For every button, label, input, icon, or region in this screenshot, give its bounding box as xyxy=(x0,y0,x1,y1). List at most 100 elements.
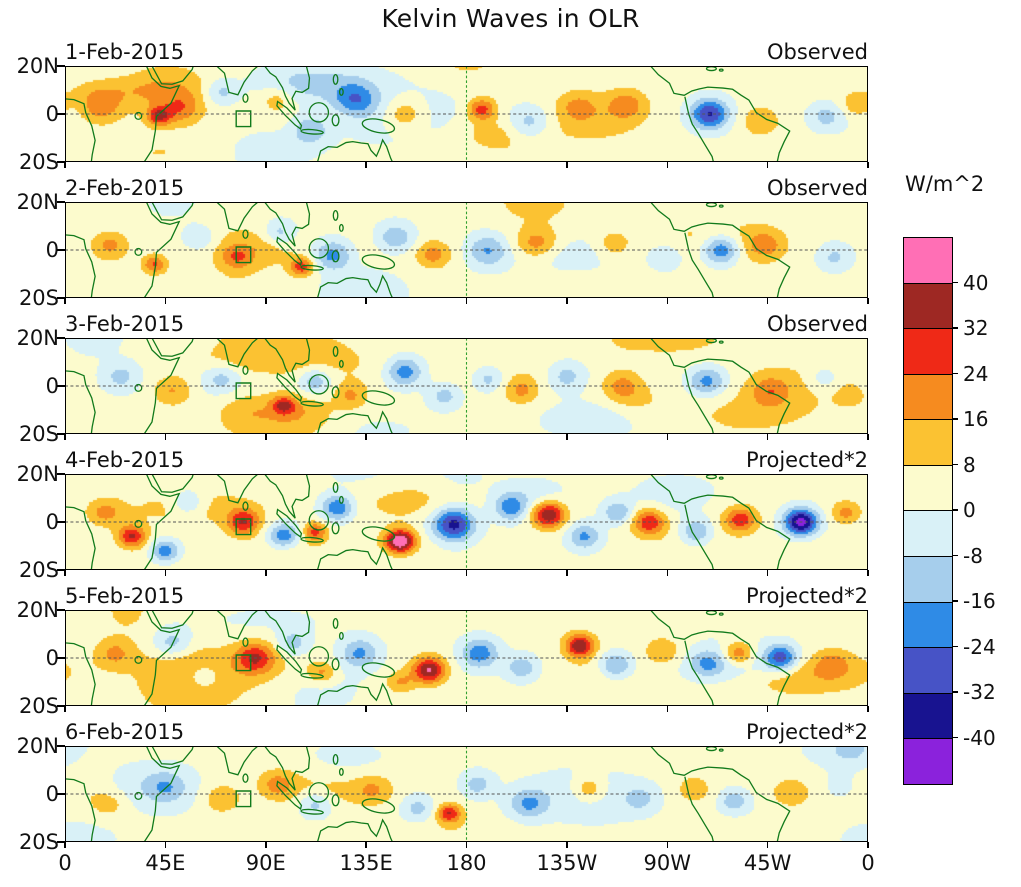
colorbar-tick xyxy=(952,736,958,739)
x-axis-tick xyxy=(64,706,66,712)
island-outline xyxy=(309,783,328,802)
region-marker-box xyxy=(236,383,250,399)
island-outline xyxy=(135,249,142,256)
x-axis-tick xyxy=(766,706,769,712)
panel-date-label: 5-Feb-2015 xyxy=(65,584,185,608)
x-axis-tick xyxy=(265,842,267,848)
x-axis-tick-label: 0 xyxy=(861,851,875,875)
x-axis-tick xyxy=(164,706,167,712)
coastline-path xyxy=(144,610,179,706)
colorbar-cell xyxy=(904,373,952,420)
island-outline xyxy=(135,793,142,800)
x-axis-tick xyxy=(365,842,367,848)
colorbar-cell xyxy=(904,328,952,374)
island-outline xyxy=(309,375,328,394)
coastline-path xyxy=(685,641,714,706)
island-outline xyxy=(301,809,324,815)
x-axis-tick xyxy=(867,434,869,440)
y-axis-tick-label: 20S xyxy=(18,150,59,174)
x-axis-tick xyxy=(867,298,869,304)
island-outline xyxy=(243,94,248,102)
y-axis-tick xyxy=(57,113,65,115)
x-axis-tick xyxy=(666,570,668,576)
island-outline xyxy=(361,661,395,680)
island-outline xyxy=(309,647,328,666)
x-axis-tick-label: 180 xyxy=(446,851,487,875)
x-axis-tick-label: 0 xyxy=(58,851,72,875)
x-axis-tick xyxy=(566,162,568,168)
x-axis-tick xyxy=(465,298,468,304)
x-axis-tick xyxy=(867,570,869,576)
map-panel xyxy=(65,338,868,434)
y-axis-tick xyxy=(57,657,65,659)
x-axis-tick xyxy=(666,434,668,440)
island-outline xyxy=(135,113,142,120)
island-outline xyxy=(309,239,328,258)
coastline-path xyxy=(217,746,258,775)
coastline-path xyxy=(651,610,790,706)
x-axis-tick xyxy=(265,298,267,304)
coastline-path xyxy=(265,610,310,654)
coastline-path xyxy=(65,643,95,706)
island-outline xyxy=(332,659,339,670)
island-outline xyxy=(332,795,339,806)
x-axis-tick-label: 135E xyxy=(339,851,393,875)
island-outline xyxy=(719,613,723,615)
coastline-path xyxy=(685,505,714,570)
coastline-path xyxy=(651,474,790,570)
colorbar-tick xyxy=(952,327,958,329)
y-axis-tick-label: 20S xyxy=(18,694,59,718)
island-outline xyxy=(340,633,344,640)
panel-date-label: 3-Feb-2015 xyxy=(65,312,185,336)
colorbar-cell xyxy=(904,419,952,465)
island-outline xyxy=(135,521,142,528)
coastline-path xyxy=(317,412,392,434)
map-panel xyxy=(65,202,868,298)
coastline-path xyxy=(217,610,258,639)
y-axis-tick xyxy=(57,609,65,611)
panel-source-label: Observed xyxy=(766,40,868,64)
coastline-path xyxy=(217,338,258,367)
island-outline xyxy=(332,523,339,534)
map-overlay xyxy=(65,338,868,434)
region-marker-box xyxy=(236,111,250,127)
island-outline xyxy=(361,389,395,408)
colorbar-cell xyxy=(904,238,952,283)
y-axis-tick xyxy=(57,201,65,203)
y-axis-tick-label: 20S xyxy=(18,286,59,310)
colorbar-cell xyxy=(904,510,952,557)
coastline-path xyxy=(265,66,310,110)
coastline-path xyxy=(65,99,95,162)
x-axis-tick xyxy=(666,298,668,304)
x-axis-tick xyxy=(867,842,869,848)
y-axis-tick-label: 20S xyxy=(18,422,59,446)
y-axis-tick-label: 0 xyxy=(45,238,59,262)
island-outline xyxy=(243,502,248,510)
island-outline xyxy=(361,117,395,136)
y-axis-tick-label: 20N xyxy=(16,190,59,214)
x-axis-tick xyxy=(265,434,267,440)
colorbar-tick xyxy=(952,372,958,375)
coastline-path xyxy=(152,610,193,628)
colorbar-tick-label: -8 xyxy=(963,543,983,568)
island-outline xyxy=(333,619,337,629)
y-axis-tick xyxy=(57,249,65,251)
x-axis-tick xyxy=(566,706,568,712)
y-axis-tick xyxy=(57,841,65,843)
colorbar-cell xyxy=(904,464,952,511)
x-axis-tick xyxy=(666,842,668,848)
coastline-path xyxy=(277,238,302,265)
y-axis-tick-label: 20S xyxy=(18,558,59,582)
island-outline xyxy=(707,203,717,207)
colorbar-tick-label: -32 xyxy=(963,680,996,704)
region-marker-box xyxy=(236,655,250,671)
coastline-path xyxy=(152,66,193,84)
colorbar-cell xyxy=(904,556,952,602)
colorbar-tick xyxy=(952,645,958,648)
coastline-path xyxy=(651,746,790,842)
coastline-path xyxy=(685,97,714,162)
region-marker-box xyxy=(236,247,250,263)
map-panel xyxy=(65,746,868,842)
x-axis-tick xyxy=(164,434,167,440)
